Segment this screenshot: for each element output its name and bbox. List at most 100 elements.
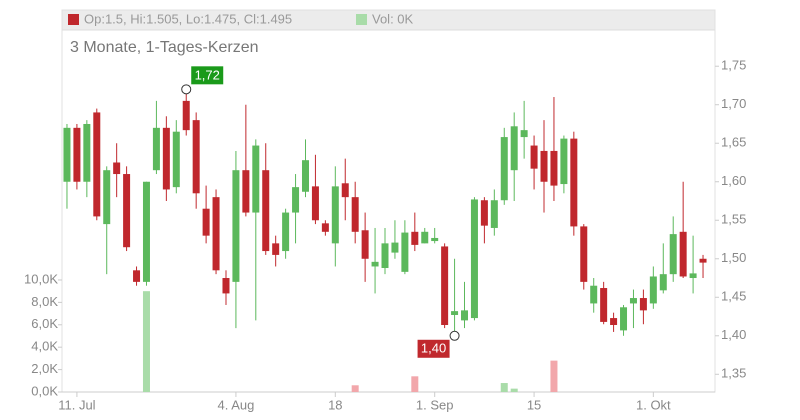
candle-body	[361, 230, 369, 259]
y2-tick-label: 10,0K	[24, 271, 58, 286]
x-tick-label: 1. Sep	[416, 397, 454, 412]
x-tick-label: 18	[328, 397, 342, 412]
volume-bar	[500, 383, 508, 392]
y2-tick-label: 4,0K	[31, 339, 58, 354]
candle-body	[73, 127, 81, 182]
annotation-label: 1,40	[421, 341, 446, 356]
x-tick-label: 1. Okt	[636, 397, 671, 412]
legend-text: Op:1.5, Hi:1.505, Lo:1.475, Cl:1.495	[84, 11, 292, 26]
candle-body	[83, 123, 91, 182]
volume-bar	[550, 360, 558, 392]
annotation-box	[191, 66, 224, 85]
candle-body	[133, 270, 141, 282]
candle-body	[212, 197, 220, 271]
candle-body	[202, 208, 210, 236]
volume-bar	[510, 388, 518, 392]
candle-body	[222, 278, 230, 294]
candle-body	[142, 181, 150, 282]
x-tick-label: 11. Jul	[58, 397, 95, 412]
candle-body	[639, 298, 647, 311]
candle-body	[699, 258, 707, 263]
candle-body	[480, 200, 488, 226]
candle-body	[510, 126, 518, 171]
y-tick-label: 1,50	[721, 250, 746, 265]
candle-body	[629, 298, 637, 304]
candle-body	[550, 150, 558, 186]
candle-body	[262, 170, 270, 252]
candle-body	[321, 223, 329, 232]
candle-body	[341, 183, 349, 198]
candle-body	[63, 127, 71, 182]
candle-body	[113, 162, 121, 175]
volume-legend-text: Vol: 0K	[372, 11, 414, 26]
candle-body	[252, 145, 260, 213]
annotation-marker	[181, 84, 192, 95]
candle-body	[103, 170, 111, 225]
candle-body	[292, 187, 300, 213]
x-tick-label: 15	[527, 397, 541, 412]
candle-body	[470, 199, 478, 319]
candle-body	[301, 160, 309, 192]
candle-body	[659, 274, 667, 291]
candle-body	[391, 242, 399, 253]
candle-body	[411, 231, 419, 245]
y-tick-label: 1,45	[721, 289, 746, 304]
volume-bar	[142, 291, 150, 392]
y-tick-label: 1,65	[721, 135, 746, 150]
candle-body	[689, 273, 697, 279]
candle-body	[540, 150, 548, 182]
candle-body	[520, 130, 528, 138]
candle-body	[381, 243, 389, 269]
y-tick-label: 1,40	[721, 327, 746, 342]
candle-body	[500, 137, 508, 201]
candle-body	[580, 226, 588, 282]
candle-body	[649, 276, 657, 304]
candle-body	[451, 311, 459, 315]
candle-body	[620, 307, 628, 331]
candle-body	[351, 197, 359, 232]
legend-swatch-price	[68, 14, 79, 25]
candle-body	[590, 285, 598, 304]
candle-body	[162, 127, 170, 190]
candle-body	[610, 318, 618, 325]
candle-body	[431, 237, 439, 242]
plot-frame	[61, 9, 716, 393]
candle-body	[560, 138, 568, 185]
y2-tick-label: 6,0K	[31, 316, 58, 331]
candle-body	[282, 212, 290, 252]
candle-body	[679, 231, 687, 277]
candle-body	[123, 174, 131, 248]
x-tick-label: 4. Aug	[217, 397, 254, 412]
y2-tick-label: 8,0K	[31, 294, 58, 309]
candle-body	[232, 170, 240, 282]
volume-bar	[351, 385, 359, 392]
candle-body	[152, 127, 160, 171]
candle-body	[570, 138, 578, 227]
candle-body	[600, 288, 608, 322]
y2-tick-label: 2,0K	[31, 361, 58, 376]
candle-body	[669, 234, 677, 275]
candle-body	[182, 100, 190, 131]
candle-body	[490, 200, 498, 228]
y-tick-label: 1,60	[721, 173, 746, 188]
candle-body	[530, 145, 538, 169]
candle-body	[172, 131, 180, 188]
y-tick-label: 1,55	[721, 212, 746, 227]
candle-body	[93, 112, 101, 217]
legend-swatch-volume	[356, 14, 367, 25]
candle-body	[331, 186, 339, 244]
y-tick-label: 1,35	[721, 366, 746, 381]
candle-body	[371, 261, 379, 267]
candle-body	[401, 232, 409, 272]
candle-body	[242, 170, 250, 213]
y2-tick-label: 0,0K	[31, 383, 58, 398]
volume-bar	[411, 376, 419, 392]
annotation-label: 1,72	[195, 67, 220, 82]
y-tick-label: 1,75	[721, 58, 746, 73]
annotation-box	[417, 339, 450, 358]
chart-title: 3 Monate, 1-Tages-Kerzen	[70, 39, 259, 56]
candle-body	[311, 186, 319, 221]
annotation-marker	[449, 330, 460, 341]
candle-body	[441, 246, 449, 325]
